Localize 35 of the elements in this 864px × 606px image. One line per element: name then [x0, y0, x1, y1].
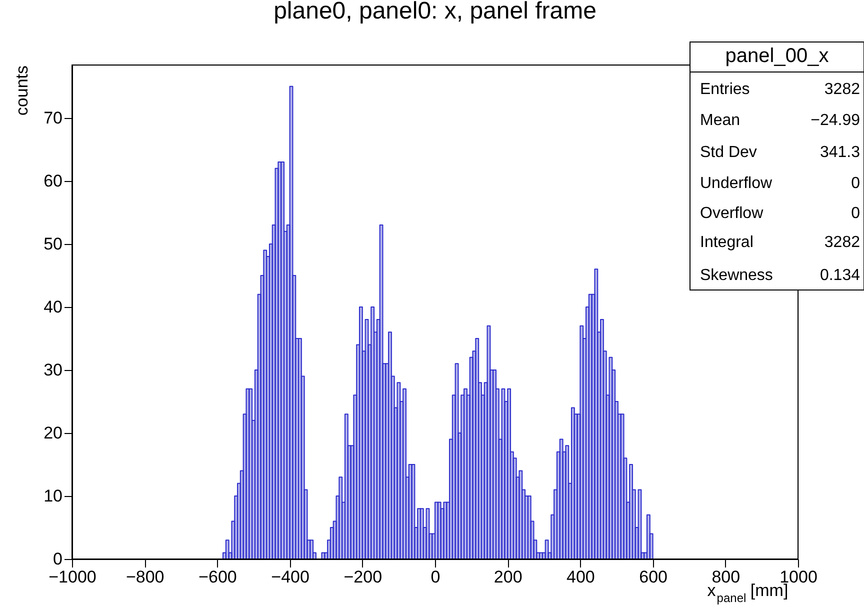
text: −24.99 — [810, 112, 860, 129]
annotation: Skewness — [700, 267, 773, 284]
y-axis-title: counts — [12, 66, 32, 116]
text: 0 — [851, 205, 860, 222]
annotation: Integral — [700, 234, 754, 251]
y-tick-label: 0 — [53, 550, 62, 568]
x-tick-label: −1000 — [48, 568, 96, 586]
x-tick-label: −600 — [198, 568, 237, 586]
y-tick-label: 70 — [44, 108, 62, 128]
x-tick-label: 400 — [566, 568, 595, 586]
x-tick-label: −800 — [126, 568, 164, 586]
x-tick-label: 800 — [712, 568, 740, 586]
text: 0 — [851, 175, 860, 192]
y-tick-label: 60 — [44, 171, 62, 190]
x-tick-label: 0 — [430, 568, 440, 586]
annotation: Overflow — [700, 205, 764, 222]
x-tick-label: 200 — [494, 568, 522, 586]
y-tick-label: 20 — [44, 423, 62, 442]
x-tick-label: 600 — [639, 568, 668, 586]
text: 3282 — [824, 234, 860, 251]
x-tick-label: −200 — [344, 568, 382, 586]
y-tick-label: 40 — [44, 297, 62, 316]
chart-title: plane0, panel0: x, panel frame — [274, 0, 596, 24]
annotation: Entries — [700, 81, 750, 98]
annotation: panel_00_x — [725, 45, 829, 67]
y-tick-label: 10 — [44, 486, 62, 506]
x-tick-label: −400 — [271, 568, 310, 586]
y-tick-label: 50 — [44, 234, 62, 254]
annotation: Mean — [700, 112, 740, 129]
annotation: Std Dev — [700, 144, 757, 161]
y-tick-label: 30 — [44, 360, 62, 380]
text: 0.134 — [820, 267, 860, 284]
text: 341.3 — [820, 144, 860, 161]
text: 3282 — [824, 81, 860, 98]
annotation: Underflow — [700, 175, 772, 192]
